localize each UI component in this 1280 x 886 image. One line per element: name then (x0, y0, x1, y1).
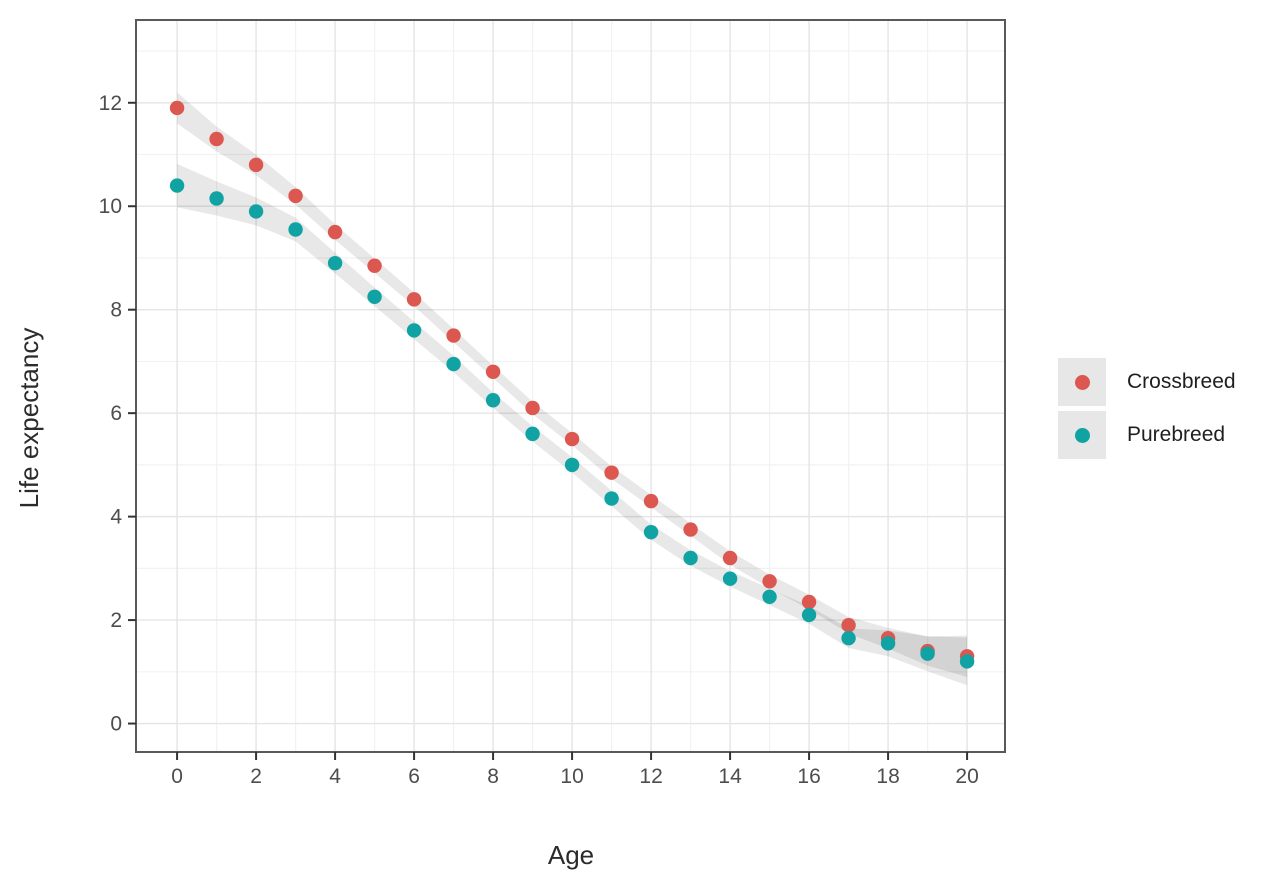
data-point-purebreed (367, 289, 382, 304)
y-tick-label: 6 (110, 402, 122, 425)
data-point-crossbreed (643, 493, 659, 509)
data-point-purebreed (485, 393, 501, 408)
x-tick-label: 4 (329, 765, 341, 788)
data-point-crossbreed (367, 258, 382, 273)
data-point-crossbreed (525, 400, 540, 416)
data-point-crossbreed (248, 157, 264, 173)
data-point-purebreed (564, 457, 580, 473)
legend-key-box (1058, 411, 1106, 459)
data-point-purebreed (920, 646, 935, 661)
data-points (169, 100, 975, 669)
x-tick-label: 8 (487, 765, 499, 788)
data-point-purebreed (643, 524, 659, 540)
y-axis-title: Life expectancy (14, 328, 44, 509)
data-point-crossbreed (801, 594, 817, 610)
data-point-purebreed (288, 222, 303, 237)
data-point-purebreed (683, 550, 698, 566)
minor-gridlines (136, 20, 1005, 752)
data-point-purebreed (604, 491, 619, 506)
data-point-crossbreed (683, 522, 698, 537)
x-tick-label: 16 (797, 765, 820, 788)
y-tick-label: 4 (110, 506, 122, 529)
data-point-crossbreed (841, 618, 856, 633)
x-tick-label: 18 (876, 765, 899, 788)
legend-label-purebreed: Purebreed (1127, 423, 1226, 446)
data-point-purebreed (209, 191, 224, 206)
x-tick-label: 12 (639, 765, 662, 788)
data-point-crossbreed (327, 224, 343, 240)
y-tick-label: 12 (99, 92, 122, 115)
data-point-crossbreed (209, 131, 224, 147)
x-tick-label: 14 (718, 765, 742, 788)
x-tick-label: 2 (250, 765, 262, 788)
data-point-purebreed (169, 178, 185, 193)
crossbreed-point-icon (1074, 374, 1090, 390)
data-point-crossbreed (406, 292, 422, 307)
y-tick-label: 8 (110, 299, 122, 322)
y-tick-label: 0 (110, 713, 122, 736)
legend-item-crossbreed: Crossbreed (1058, 358, 1236, 406)
legend-item-purebreed: Purebreed (1058, 411, 1236, 459)
y-tick-label: 10 (99, 195, 122, 218)
data-point-purebreed (801, 607, 817, 623)
data-point-purebreed (722, 571, 738, 586)
plot-panel (136, 20, 1005, 752)
data-point-crossbreed (288, 188, 303, 204)
data-point-purebreed (959, 654, 975, 669)
axis-tick-marks (128, 101, 969, 760)
legend-key-box (1058, 358, 1106, 406)
data-point-crossbreed (604, 465, 619, 480)
data-point-purebreed (406, 323, 422, 338)
data-point-crossbreed (169, 100, 185, 116)
y-tick-label: 2 (110, 609, 122, 632)
legend: Crossbreed Purebreed (1058, 358, 1236, 459)
data-point-crossbreed (762, 574, 777, 589)
data-point-crossbreed (485, 364, 501, 379)
x-tick-label: 20 (955, 765, 978, 788)
x-tick-label: 0 (171, 765, 183, 788)
data-point-purebreed (525, 426, 540, 442)
axis-tick-labels: 0 2 4 6 8 10 12 14 16 18 20 0 2 4 6 8 10 12 (99, 92, 979, 788)
data-point-purebreed (841, 630, 856, 646)
x-tick-label: 6 (408, 765, 420, 788)
x-axis-title: Age (548, 840, 594, 870)
data-point-purebreed (446, 356, 461, 372)
major-gridlines (136, 20, 1005, 752)
data-point-purebreed (327, 255, 343, 271)
data-point-purebreed (880, 636, 896, 651)
panel-border (135, 19, 1006, 753)
data-point-crossbreed (722, 550, 738, 566)
data-point-crossbreed (564, 431, 580, 447)
legend-label-crossbreed: Crossbreed (1127, 370, 1236, 393)
data-point-purebreed (762, 589, 777, 605)
data-point-crossbreed (446, 328, 461, 343)
purebreed-point-icon (1074, 427, 1090, 443)
data-point-purebreed (248, 204, 264, 219)
x-tick-label: 10 (560, 765, 583, 788)
